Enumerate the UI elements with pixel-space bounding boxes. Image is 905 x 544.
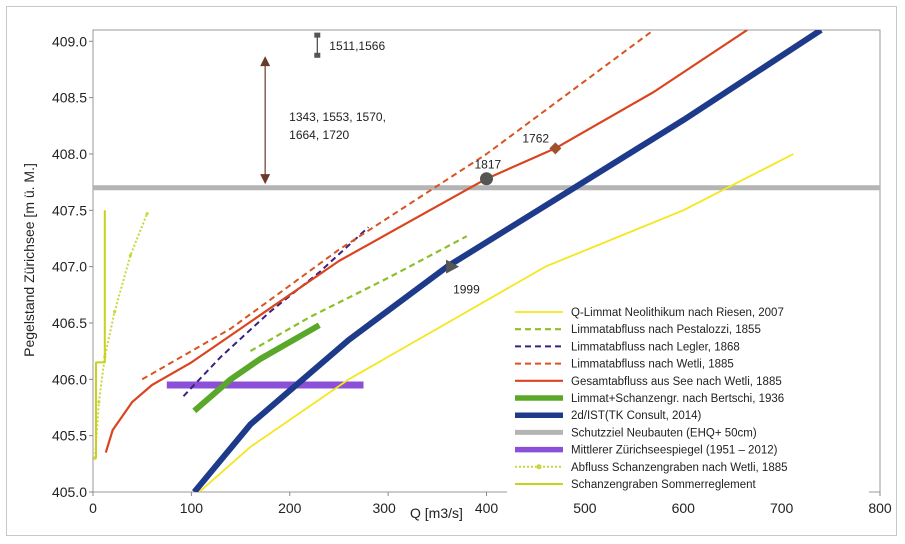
plot-area	[93, 30, 880, 492]
annotations: 1511,1566 1343, 1553, 1570, 1664, 1720 1817…	[260, 32, 562, 297]
x-tick-label: 700	[770, 500, 794, 516]
y-tick-label: 406.0	[52, 371, 87, 387]
legend-swatch-dot	[536, 464, 542, 470]
annotation-label: 1762	[522, 131, 549, 145]
arrow-head-up	[260, 56, 271, 67]
y-tick-label: 408.0	[52, 146, 87, 162]
tick-labels: 405.0 405.5 406.0 406.5 407.0 407.5 408.0 408.5…	[52, 33, 892, 516]
x-axis-label: Q [m3/s]	[410, 505, 463, 521]
legend: Q-Limmat Neolithikum nach Riesen, 2007 Li…	[507, 300, 869, 498]
series-point	[113, 310, 117, 314]
legend-label: Gesamtabfluss aus See nach Wetli, 1885	[571, 376, 782, 388]
legend-label: Schutzziel Neubauten (EHQ+ 50cm)	[571, 427, 757, 439]
point-marker-diamond	[549, 142, 562, 155]
annotation-label: 1999	[453, 283, 480, 297]
y-tick-label: 405.0	[52, 484, 87, 500]
x-tick-label: 400	[475, 500, 499, 516]
y-tick-label: 407.0	[52, 259, 87, 275]
legend-label: Limmatabfluss nach Pestalozzi, 1855	[571, 324, 761, 336]
y-tick-label: 409.0	[52, 33, 87, 49]
annotation-line: 1664, 1720	[289, 128, 349, 142]
x-tick-label: 0	[89, 500, 97, 516]
y-axis-label: Pegelstand Zürichsee [m ü. M.]	[21, 163, 37, 357]
legend-label: Q-Limmat Neolithikum nach Riesen, 2007	[571, 307, 784, 319]
legend-label: 2d/IST(TK Consult, 2014)	[571, 410, 702, 422]
legend-label: Mittlerer Zürichseespiegel (1951 – 2012)	[571, 445, 778, 457]
legend-box	[507, 300, 869, 498]
series-line	[198, 153, 794, 492]
series-line	[95, 210, 106, 459]
legend-label: Schanzengraben Sommerreglement	[571, 479, 757, 491]
legend-label: Abfluss Schanzengraben nach Wetli, 1885	[571, 462, 788, 474]
annotation-label: 1817	[475, 158, 502, 172]
x-tick-label: 600	[672, 500, 696, 516]
legend-label: Limmatabfluss nach Legler, 1868	[571, 341, 740, 353]
series-point	[97, 400, 101, 404]
range-bar-cap-top	[314, 32, 321, 38]
series-line	[182, 226, 370, 397]
arrow-head-down	[260, 174, 271, 185]
legend-label: Limmatabfluss nach Wetli, 1885	[571, 359, 734, 371]
series-line	[192, 322, 321, 414]
x-tick-label: 200	[278, 500, 302, 516]
grid	[89, 29, 881, 496]
point-marker-triangle	[446, 259, 460, 274]
series-line	[249, 235, 468, 353]
y-tick-label: 408.5	[52, 90, 87, 106]
x-tick-label: 300	[372, 500, 396, 516]
y-tick-label: 407.5	[52, 202, 87, 218]
series-line	[94, 213, 149, 459]
x-tick-label: 800	[868, 500, 892, 516]
series-line	[104, 30, 748, 453]
annotation-line: 1343, 1553, 1570,	[289, 110, 386, 124]
y-tick-label: 405.5	[52, 428, 87, 444]
x-tick-label: 500	[573, 500, 597, 516]
point-marker-circle	[480, 172, 493, 186]
x-tick-label: 100	[180, 500, 204, 516]
series-point	[145, 212, 149, 216]
series-point	[128, 253, 132, 257]
range-bar-cap-bottom	[314, 52, 321, 58]
annotation-label: 1511,1566	[329, 39, 385, 53]
y-tick-label: 406.5	[52, 315, 87, 331]
annotation-label: 1343, 1553, 1570, 1664, 1720	[289, 110, 386, 142]
legend-label: Limmat+Schanzengr. nach Bertschi, 1936	[571, 393, 784, 405]
